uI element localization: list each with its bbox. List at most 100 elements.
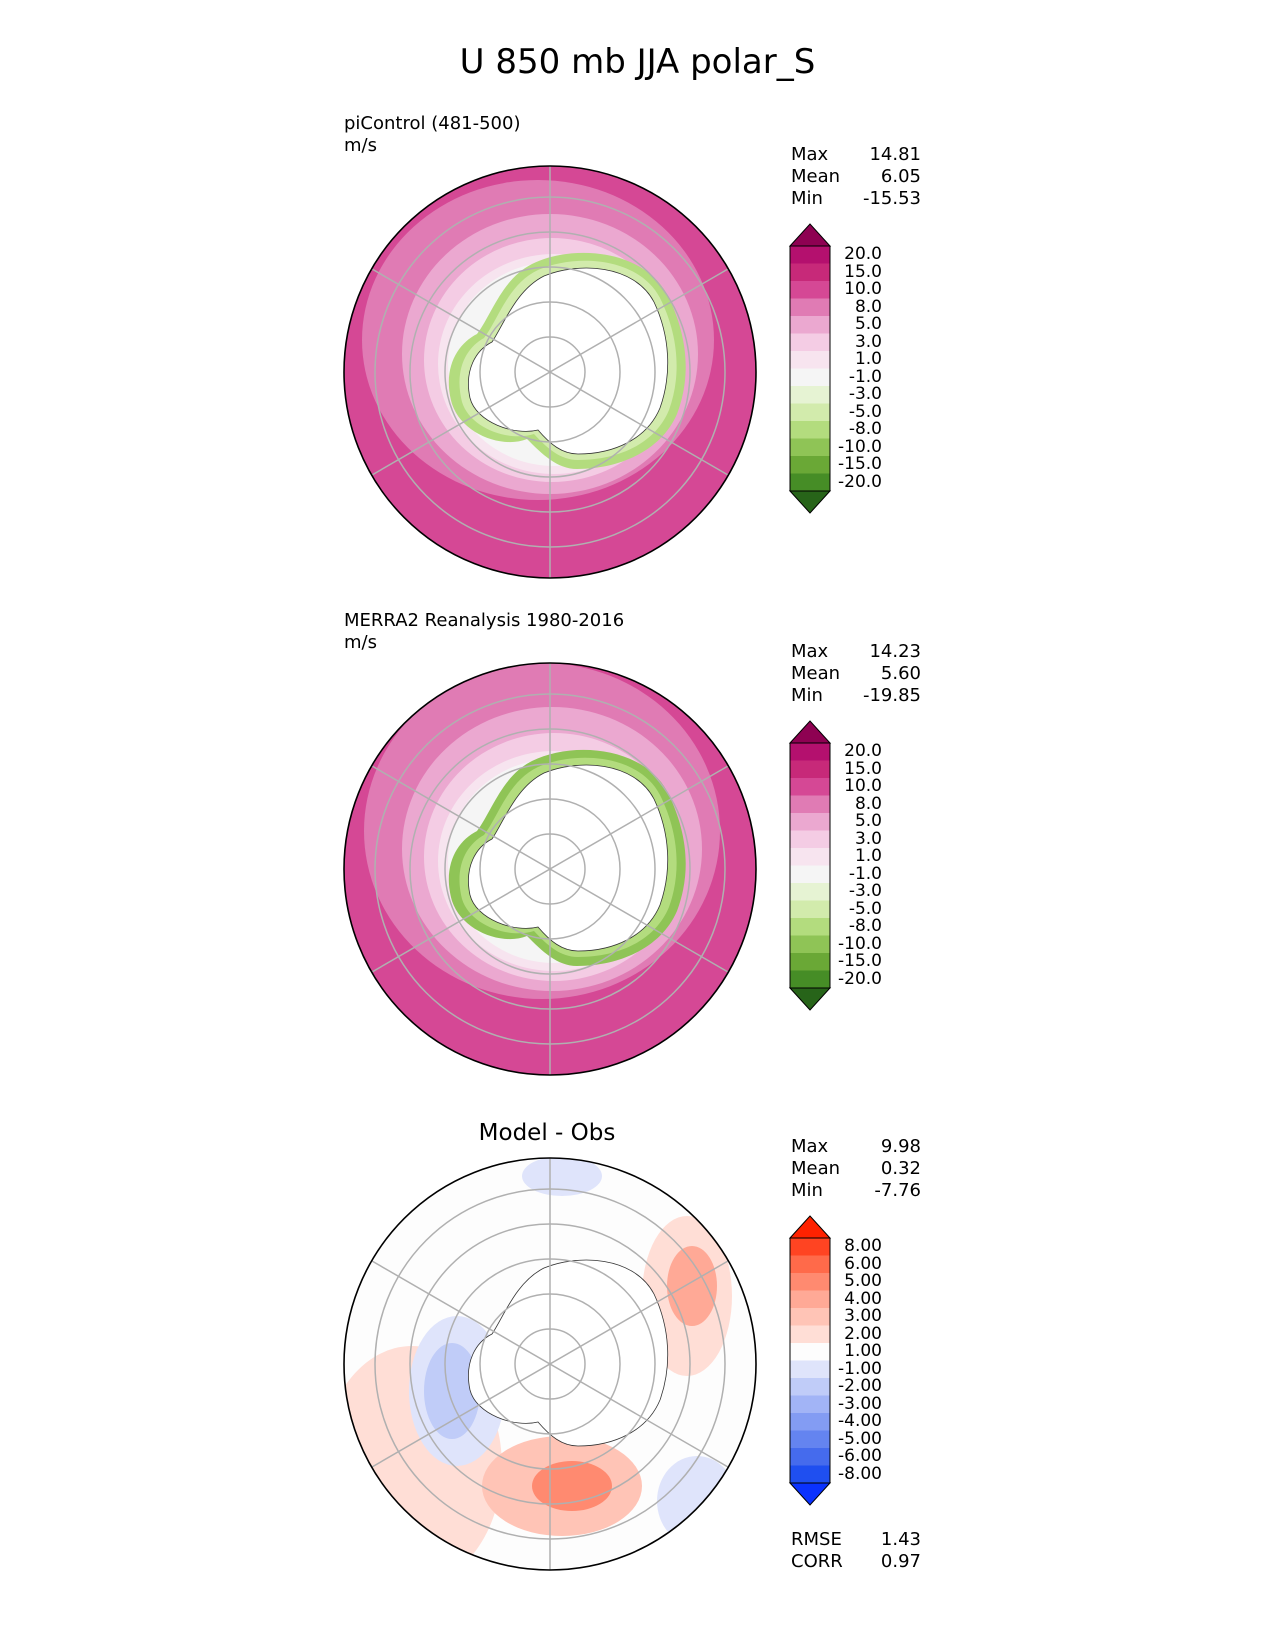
colorbar-tick-label: 2.00 — [844, 1323, 882, 1344]
map-boundary — [343, 165, 757, 579]
colorbar-tick-label: 10.0 — [844, 279, 882, 299]
stat-value: -7.76 — [874, 1180, 921, 1201]
colorbar-swatch — [790, 1430, 830, 1449]
colorbar-tick-label: 6.00 — [844, 1253, 882, 1274]
metric-name: CORR — [791, 1551, 843, 1572]
colorbar-swatch — [790, 1290, 830, 1309]
stat-value: 0.32 — [880, 1158, 921, 1179]
stat-value: 9.98 — [880, 1136, 921, 1157]
stat-value: 14.81 — [869, 144, 921, 165]
colorbar-tick-label: 1.00 — [844, 1341, 882, 1361]
colorbar-swatch — [790, 830, 830, 849]
colorbar-swatch — [790, 883, 830, 901]
colorbar-swatch — [790, 333, 830, 352]
colorbar-tick-label: -5.0 — [848, 401, 882, 422]
colorbar-tick-label: 3.0 — [854, 331, 882, 352]
colorbar-tick-label: -15.0 — [838, 454, 882, 474]
colorbar-tick-label: -5.0 — [848, 898, 882, 919]
figure-title: U 850 mb JJA polar_S — [459, 42, 816, 82]
graticule — [371, 1158, 729, 1570]
colorbar-tick-label: -10.0 — [838, 436, 882, 457]
panel2-name: MERRA2 Reanalysis 1980-2016 — [344, 610, 625, 631]
colorbar-tick-label: -3.00 — [838, 1393, 882, 1414]
stat-value: -15.53 — [862, 188, 921, 209]
colorbar-swatches — [788, 223, 832, 514]
colorbar-extension-bottom — [788, 490, 832, 514]
colorbar-tick-label: -3.0 — [848, 384, 882, 404]
panel3-colorbar — [788, 1215, 832, 1506]
colorbar-swatch — [790, 953, 830, 971]
stat-name: Max — [791, 641, 829, 662]
stat-name: Min — [791, 188, 823, 209]
colorbar-swatch — [790, 970, 830, 989]
colorbar-swatch — [790, 1238, 830, 1256]
colorbar-tick-label: -10.0 — [838, 933, 882, 954]
stat-value: 5.60 — [880, 663, 921, 684]
colorbar-tick-label: 5.0 — [854, 811, 882, 831]
panel1-label: piControl (481-500) m/s — [344, 113, 520, 157]
colorbar-swatch — [790, 900, 830, 919]
colorbar-tick-label: 15.0 — [844, 758, 882, 779]
colorbar-tick-label: -1.0 — [848, 366, 882, 387]
colorbar-frame — [789, 742, 831, 989]
colorbar-tick-label: 5.0 — [854, 314, 882, 334]
stat-name: Mean — [791, 166, 841, 187]
stat-value: 6.05 — [880, 166, 921, 187]
panel2-stats: Max 14.23 Mean 5.60 Min -19.85 — [791, 641, 921, 707]
colorbar-tick-label: 20.0 — [844, 244, 882, 264]
colorbar-swatch — [790, 1308, 830, 1326]
stat-name: Mean — [791, 663, 841, 684]
colorbar-tick-label: -20.0 — [838, 968, 882, 989]
colorbar-swatch — [790, 473, 830, 492]
colorbar-tick-label: 3.0 — [854, 828, 882, 849]
colorbar-tick-label: -6.00 — [838, 1446, 882, 1466]
colorbar-tick-label: 3.00 — [844, 1306, 882, 1326]
colorbar-tick-label: -2.00 — [838, 1376, 882, 1396]
colorbar-tick-label: -5.00 — [838, 1428, 882, 1449]
graticule — [371, 663, 729, 1075]
colorbar-tick-label: -1.0 — [848, 863, 882, 884]
colorbar-extension-top — [788, 1215, 832, 1239]
panel3-metrics: RMSE 1.43 CORR 0.97 — [791, 1529, 921, 1573]
colorbar-swatch — [790, 1343, 830, 1361]
colorbar-swatch — [790, 865, 830, 884]
colorbar-tick-label: 1.0 — [854, 846, 882, 866]
colorbar-tick-label: -1.00 — [838, 1358, 882, 1379]
colorbar-swatch — [790, 935, 830, 954]
colorbar-swatch — [790, 1273, 830, 1291]
colorbar-tick-label: -4.00 — [838, 1411, 882, 1431]
stat-value: -19.85 — [862, 685, 921, 706]
map-boundary — [343, 1157, 757, 1571]
colorbar-swatch — [790, 760, 830, 779]
panel2-colorbar — [788, 720, 832, 1011]
colorbar-swatches — [788, 720, 832, 1011]
colorbar-tick-label: 15.0 — [844, 261, 882, 282]
colorbar-swatch — [790, 1360, 830, 1379]
colorbar-swatch — [790, 813, 830, 831]
colorbar-tick-label: -3.0 — [848, 881, 882, 901]
colorbar-swatch — [790, 456, 830, 474]
panel3-polar-map — [343, 1157, 757, 1571]
colorbar-tick-label: -20.0 — [838, 471, 882, 492]
colorbar-extension-bottom — [788, 987, 832, 1011]
panel1-stats: Max 14.81 Mean 6.05 Min -15.53 — [791, 144, 921, 210]
colorbar-swatch — [790, 1465, 830, 1484]
colorbar-swatch — [790, 778, 830, 796]
panel1-colorbar — [788, 223, 832, 514]
colorbar-frame — [789, 1237, 831, 1484]
panel2-label: MERRA2 Reanalysis 1980-2016 m/s — [344, 610, 624, 654]
colorbar-extension-top — [788, 720, 832, 744]
colorbar-frame — [789, 245, 831, 492]
stat-name: Max — [791, 144, 829, 165]
panel2-polar-map — [343, 662, 757, 1076]
negative-anomaly — [522, 1158, 602, 1196]
colorbar-swatches — [788, 1215, 832, 1506]
metric-value: 0.97 — [880, 1551, 921, 1572]
colorbar-tick-label: 8.00 — [844, 1236, 882, 1256]
stat-name: Min — [791, 685, 823, 706]
colorbar-swatch — [790, 848, 830, 866]
colorbar-swatch — [790, 1413, 830, 1431]
colorbar-swatch — [790, 795, 830, 814]
colorbar-swatch — [790, 743, 830, 761]
colorbar-swatch — [790, 351, 830, 369]
